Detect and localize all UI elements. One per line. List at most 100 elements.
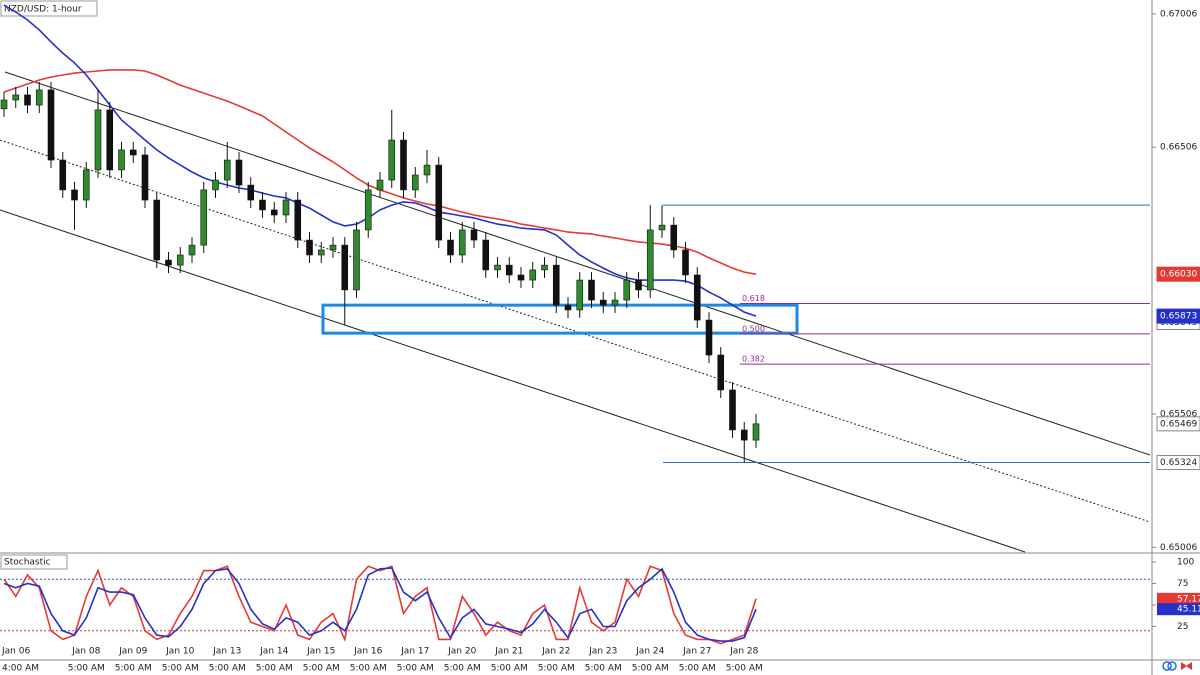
stochastic-title-box xyxy=(0,554,68,570)
x-time-label: 5:00 AM xyxy=(162,664,199,674)
fib-level-label: 0.382 xyxy=(742,355,765,364)
x-time-label: 5:00 AM xyxy=(538,664,575,674)
candle-body xyxy=(423,164,431,176)
price-label: 0.65873 xyxy=(1160,312,1197,322)
candle-body xyxy=(494,264,501,271)
x-tick-label: Jan 14 xyxy=(259,647,288,657)
price-label: 0.65469 xyxy=(1160,419,1197,429)
candle-body xyxy=(212,179,219,191)
candle-body xyxy=(752,423,760,441)
candle-body xyxy=(364,189,372,231)
price-label-box xyxy=(1156,416,1200,432)
x-tick-label: Jan 13 xyxy=(212,647,241,657)
fib-level-label: 0.500 xyxy=(742,324,765,333)
candle-body xyxy=(176,254,184,266)
candle-body xyxy=(0,99,8,110)
price-label: 0.66030 xyxy=(1160,270,1197,280)
stochastic-value-label: 45.11 xyxy=(1177,605,1200,615)
candle-body xyxy=(247,184,255,201)
candle-body xyxy=(235,159,243,186)
x-time-label: 5:00 AM xyxy=(115,664,152,674)
candle-body xyxy=(599,299,607,306)
candle-body xyxy=(705,319,713,356)
x-time-label: 5:00 AM xyxy=(68,664,105,674)
candle-body xyxy=(682,249,689,276)
x-time-label: 5:00 AM xyxy=(303,664,340,674)
candle-body xyxy=(717,354,725,391)
x-time-label: 5:00 AM xyxy=(209,664,246,674)
candle-body xyxy=(576,279,584,311)
x-tick-label: Jan 17 xyxy=(400,647,429,657)
stochastic-line xyxy=(3,567,757,642)
support-zone xyxy=(321,303,799,335)
candle-body xyxy=(411,174,419,191)
candle-body xyxy=(129,149,137,156)
moving-average xyxy=(3,4,757,317)
candle-body xyxy=(458,229,466,256)
channel xyxy=(0,71,1151,553)
stochastic-y-tick-label: 25 xyxy=(1177,622,1188,632)
candle-body xyxy=(611,299,619,306)
candle-body xyxy=(106,109,114,171)
stochastic-value-label: 57.17 xyxy=(1177,594,1200,604)
candle-body xyxy=(693,274,701,321)
candle-body xyxy=(517,274,525,281)
candle-body xyxy=(141,154,149,201)
x-time-label: 5:00 AM xyxy=(350,664,387,674)
candle-body xyxy=(646,229,654,291)
candle-body xyxy=(223,159,231,181)
candle-body xyxy=(552,264,560,306)
candle-body xyxy=(12,94,20,101)
candle-body xyxy=(400,139,407,191)
x-tick-label: Jan 23 xyxy=(588,647,617,657)
x-time-label: 4:00 AM xyxy=(2,664,39,674)
candle-body xyxy=(388,139,396,181)
candle-body xyxy=(729,389,736,431)
stochastic-title: Stochastic xyxy=(4,558,51,568)
candle-body xyxy=(505,264,513,276)
candle-body xyxy=(470,229,478,241)
x-tick-label: Jan 20 xyxy=(447,647,476,657)
candle-body xyxy=(447,239,454,256)
y-tick-label: 0.66506 xyxy=(1160,143,1197,153)
candle-body xyxy=(341,244,349,291)
x-time-label: 5:00 AM xyxy=(726,664,763,674)
y-tick-label: 0.67006 xyxy=(1160,9,1197,19)
candle-body xyxy=(35,89,43,106)
candle-body xyxy=(94,109,102,171)
candle-body xyxy=(670,224,678,251)
link-icon xyxy=(1167,661,1177,671)
candle-body xyxy=(59,159,67,191)
y-tick-label: 0.65006 xyxy=(1160,543,1197,553)
candle-body xyxy=(306,239,313,256)
candle-body xyxy=(541,264,548,271)
candle-body xyxy=(118,149,125,171)
price-label: 0.65324 xyxy=(1160,458,1197,468)
x-tick-label: Jan 09 xyxy=(118,647,147,657)
candle-body xyxy=(259,199,266,211)
stochastic-value-box xyxy=(1157,592,1200,605)
fib-level-label: 0.618 xyxy=(742,294,765,303)
candle-body xyxy=(623,279,631,301)
link-icon xyxy=(1162,661,1172,671)
stochastic-y-tick-label: 75 xyxy=(1177,579,1188,589)
candle-body xyxy=(82,169,90,201)
x-time-label: 5:00 AM xyxy=(397,664,434,674)
x-time-label: 5:00 AM xyxy=(256,664,293,674)
channel-lower xyxy=(0,209,1026,553)
price-label-box xyxy=(1156,455,1200,471)
candle-body xyxy=(165,259,172,266)
candle-body xyxy=(376,179,384,191)
x-time-label: 5:00 AM xyxy=(585,664,622,674)
y-tick-label: 0.65506 xyxy=(1160,409,1197,419)
x-tick-label: Jan 27 xyxy=(682,647,711,657)
x-time-label: 5:00 AM xyxy=(679,664,716,674)
candle-body xyxy=(71,189,78,201)
price-label-box xyxy=(1156,266,1200,282)
x-tick-label: Jan 10 xyxy=(165,647,194,657)
x-tick-label: Jan 21 xyxy=(494,647,523,657)
x-time-label: 5:00 AM xyxy=(444,664,481,674)
x-tick-label: Jan 22 xyxy=(541,647,570,657)
